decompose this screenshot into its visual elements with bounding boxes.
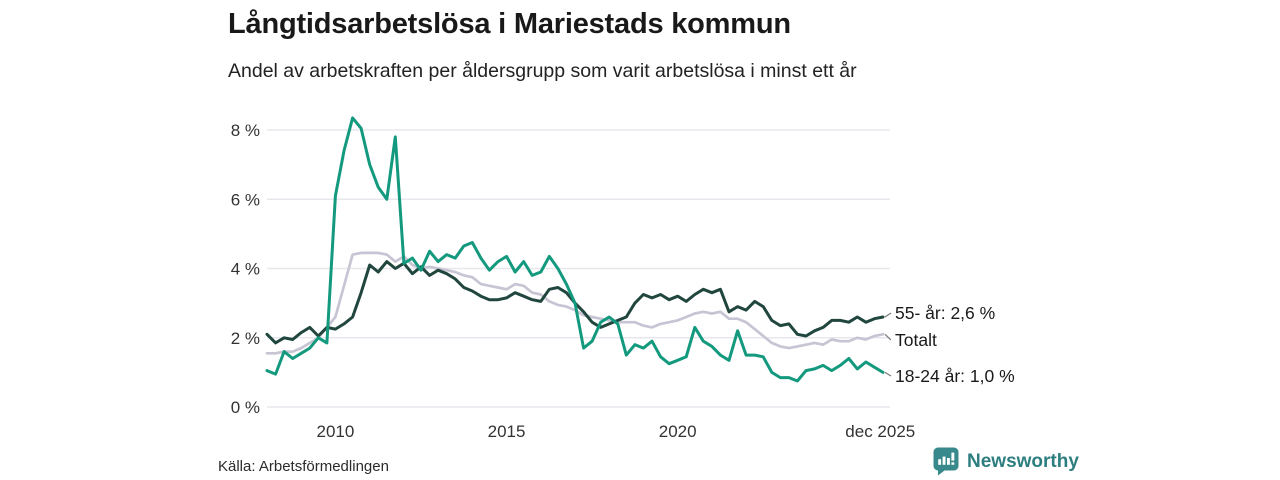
x-tick-label: 2020	[659, 422, 697, 441]
series-end-leader-totalt	[884, 333, 892, 341]
newsworthy-wordmark: Newsworthy	[967, 450, 1079, 472]
series-end-label-totalt: Totalt	[895, 330, 937, 350]
series-end-label-55-ar: 55- år: 2,6 %	[895, 303, 995, 323]
bar-chart-speech-bubble-icon	[933, 447, 959, 476]
y-tick-label: 0 %	[231, 398, 260, 417]
series-end-label-18-24-ar: 18-24 år: 1,0 %	[895, 366, 1015, 386]
chart-title: Långtidsarbetslösa i Mariestads kommun	[228, 8, 791, 40]
x-tick-label: dec 2025	[845, 422, 915, 441]
x-tick-label: 2015	[488, 422, 526, 441]
y-tick-label: 2 %	[231, 329, 260, 348]
source-label: Källa: Arbetsförmedlingen	[218, 458, 389, 475]
series-end-leader-55-ar	[884, 312, 892, 318]
newsworthy-logo: Newsworthy	[933, 447, 1079, 476]
y-tick-label: 6 %	[231, 190, 260, 209]
series-end-leader-18-24-ar	[884, 371, 892, 377]
y-tick-label: 4 %	[231, 260, 260, 279]
chart-subtitle: Andel av arbetskraften per åldersgrupp s…	[228, 60, 857, 82]
x-tick-label: 2010	[317, 422, 355, 441]
series-line-18-24-ar	[265, 116, 885, 383]
y-tick-label: 8 %	[231, 121, 260, 140]
